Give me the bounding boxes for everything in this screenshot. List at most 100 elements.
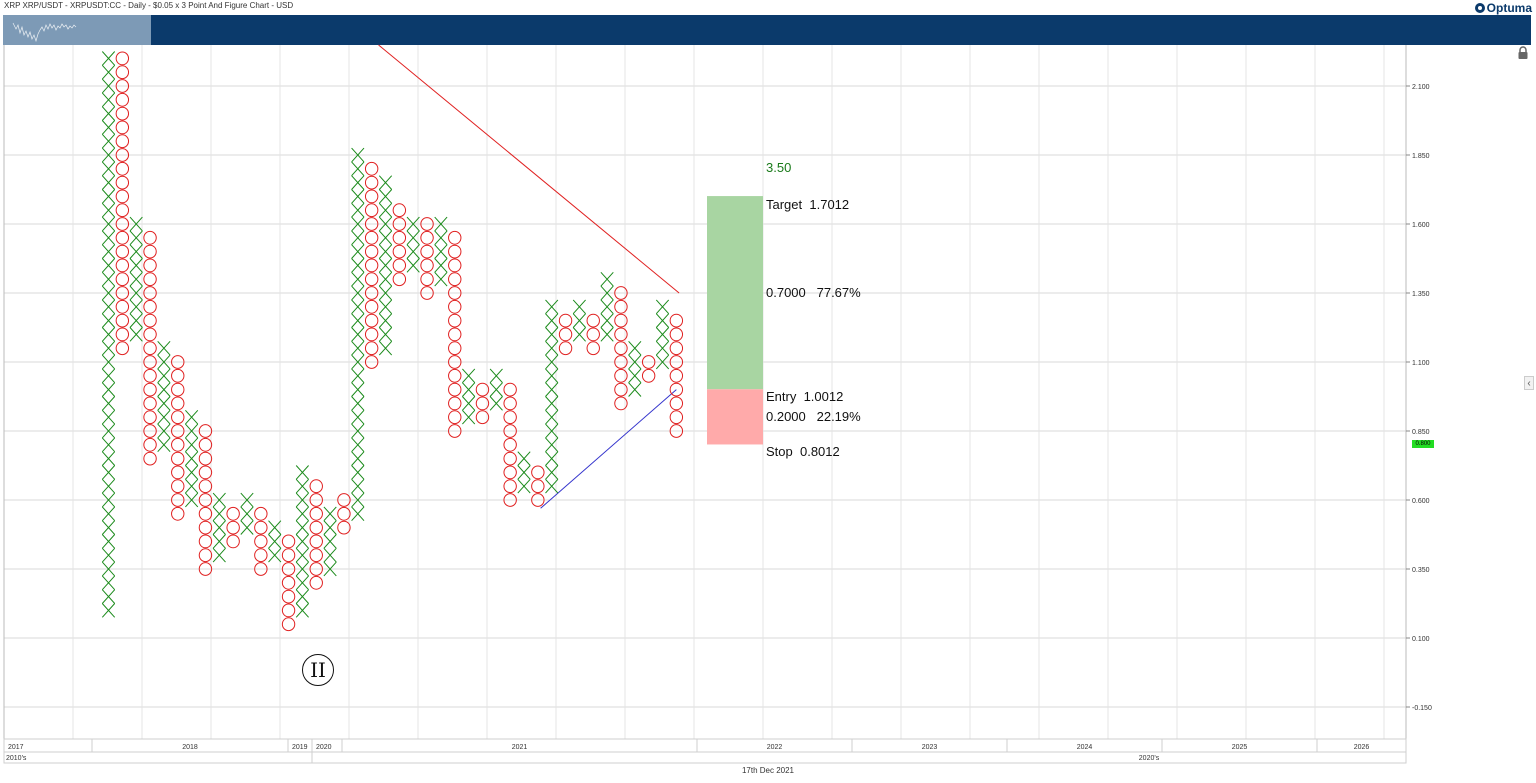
pnf-o-mark [448, 424, 462, 438]
pnf-o-mark [448, 286, 462, 300]
pnf-x-mark [185, 437, 199, 453]
lock-icon[interactable] [1517, 46, 1529, 60]
pnf-x-mark [101, 589, 116, 604]
pnf-x-mark [600, 271, 614, 287]
pnf-x-mark [351, 423, 365, 439]
pnf-x-mark [212, 520, 226, 535]
pnf-x-mark [101, 175, 116, 190]
pnf-x-mark [351, 285, 365, 301]
pnf-x-mark [240, 520, 254, 535]
pnf-column-o [364, 161, 379, 369]
pnf-x-mark [655, 299, 670, 315]
pnf-o-mark [143, 230, 157, 245]
navigator-sparkline [12, 22, 77, 43]
pnf-x-mark [351, 506, 365, 522]
pnf-x-mark [545, 451, 559, 466]
pnf-x-mark [545, 313, 559, 328]
pnf-x-mark [212, 492, 226, 508]
y-tick-label: 1.350 [1412, 291, 1430, 298]
pnf-o-mark [171, 465, 185, 480]
navigator-window[interactable] [3, 15, 151, 45]
pnf-column-o [226, 506, 240, 549]
pnf-o-mark [448, 327, 462, 342]
risk-label: 0.2000 22.19% [766, 409, 861, 424]
pnf-x-mark [212, 547, 226, 563]
pnf-x-mark [101, 202, 116, 218]
pnf-o-mark [503, 410, 517, 425]
pnf-x-mark [101, 216, 116, 232]
pnf-x-mark [462, 382, 476, 397]
pnf-x-mark [351, 437, 365, 453]
pnf-x-mark [434, 230, 448, 246]
current-price-tag: 0.800 [1412, 440, 1434, 448]
pnf-o-mark [115, 134, 130, 149]
trendline-resistance [378, 44, 680, 294]
entry-value: 1.0012 [803, 389, 844, 405]
pnf-o-mark [531, 493, 545, 507]
collapse-panel-icon[interactable]: ‹ [1524, 376, 1534, 390]
pnf-x-mark [101, 92, 116, 108]
pnf-column-x [129, 216, 143, 342]
pnf-x-mark [378, 202, 393, 218]
pnf-o-mark [420, 244, 434, 259]
pnf-x-mark [101, 313, 116, 328]
pnf-x-mark [628, 382, 642, 397]
pnf-x-mark [351, 230, 365, 246]
pnf-o-mark [226, 506, 240, 521]
pnf-o-mark [115, 217, 130, 231]
pnf-x-mark [378, 244, 393, 259]
pnf-x-mark [323, 547, 337, 563]
pnf-x-mark [157, 382, 171, 397]
pnf-o-mark [198, 451, 213, 466]
pnf-o-mark [448, 230, 462, 245]
pnf-o-mark [641, 355, 656, 369]
pnf-x-mark [185, 478, 199, 494]
pnf-x-mark [351, 271, 365, 287]
decade-label: 2010's [6, 755, 27, 762]
pnf-o-mark [115, 120, 130, 135]
pnf-x-mark [212, 506, 226, 522]
pnf-x-mark [351, 216, 365, 232]
pnf-o-mark [171, 368, 185, 383]
pnf-x-mark [101, 244, 116, 259]
pnf-x-mark [545, 465, 559, 480]
stop-text: Stop [766, 444, 793, 460]
pnf-o-mark [420, 286, 434, 300]
pnf-x-mark [101, 396, 116, 411]
pnf-o-mark [281, 575, 296, 590]
pnf-o-mark [143, 437, 157, 452]
pnf-x-mark [434, 216, 448, 232]
pnf-x-mark [295, 603, 309, 618]
chart-title: XRP XRP/USDT - XRPUSDT:CC - Daily - $0.0… [4, 1, 294, 10]
reward-percent: 77.67% [816, 284, 861, 300]
pnf-o-mark [364, 272, 379, 287]
pnf-column-o [531, 465, 545, 507]
pnf-x-mark [185, 409, 199, 425]
y-tick-label: 1.100 [1412, 360, 1430, 367]
pnf-x-mark [101, 258, 116, 273]
pnf-o-mark [143, 410, 157, 425]
pnf-o-mark [669, 424, 684, 438]
pnf-x-mark [351, 327, 365, 342]
time-navigator[interactable] [3, 15, 1531, 45]
pnf-o-mark [281, 617, 296, 632]
pnf-o-mark [171, 410, 185, 425]
trendline-support [540, 389, 677, 509]
pnf-x-mark [295, 492, 309, 508]
pnf-o-mark [309, 493, 323, 507]
pnf-x-mark [351, 175, 365, 190]
pnf-x-mark [378, 313, 393, 328]
pnf-x-mark [351, 354, 365, 370]
pnf-x-mark [517, 465, 531, 480]
pnf-o-mark [614, 286, 628, 300]
pnf-o-mark [115, 92, 130, 107]
pnf-o-mark [143, 258, 157, 273]
pnf-x-mark [434, 258, 448, 273]
pnf-column-x [545, 299, 559, 494]
pnf-column-x [572, 299, 586, 342]
pnf-o-mark [364, 327, 379, 342]
pnf-x-mark [323, 506, 337, 522]
pnf-o-mark [281, 534, 296, 549]
pnf-column-x [517, 451, 531, 494]
pnf-o-mark [309, 534, 323, 549]
